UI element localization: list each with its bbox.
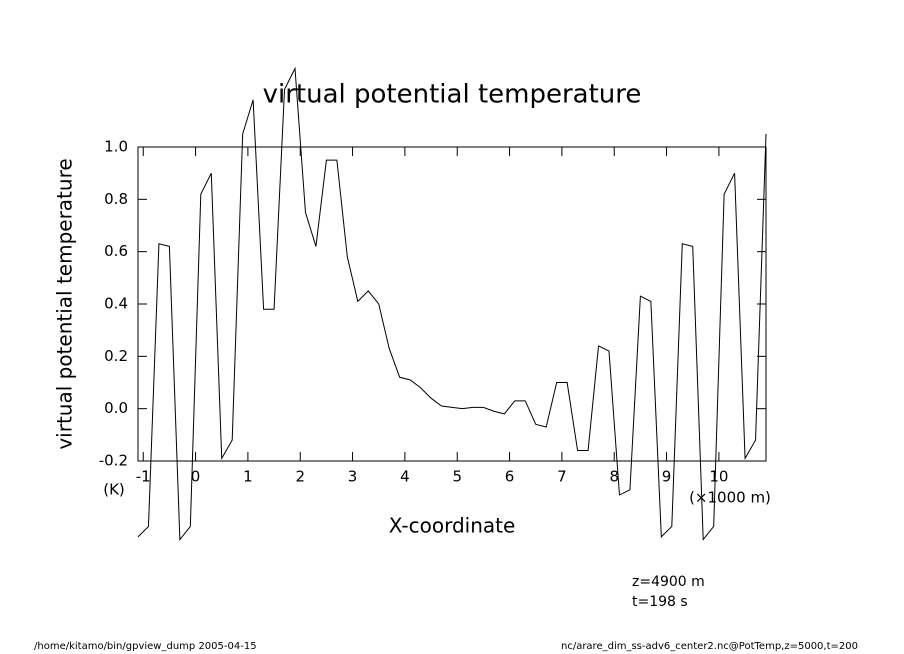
y-tick-label: 0.8 <box>104 190 128 208</box>
y-tick-label: -0.2 <box>99 452 128 470</box>
x-tick-label: 7 <box>557 468 567 486</box>
y-axis-label: virtual potential temperature <box>53 158 77 449</box>
x-tick-label: 0 <box>191 468 201 486</box>
y-tick-label: 0.6 <box>104 242 128 260</box>
footer-right: nc/arare_dim_ss-adv6_center2.nc@PotTemp,… <box>561 641 858 652</box>
x-tick-label: 1 <box>243 468 253 486</box>
y-tick-label: 0.0 <box>104 399 128 417</box>
x-tick-label: 5 <box>452 468 462 486</box>
x-tick-label: 10 <box>709 468 728 486</box>
x-tick-label: 4 <box>400 468 410 486</box>
x-axis-label: X-coordinate <box>389 514 516 538</box>
annotation: t=198 s <box>632 594 688 610</box>
x-tick-label: 8 <box>609 468 619 486</box>
y-tick-label: 1.0 <box>104 138 128 156</box>
x-tick-label: -1 <box>136 468 151 486</box>
plot-frame <box>137 146 767 462</box>
data-line <box>137 66 767 541</box>
footer-left: /home/kitamo/bin/gpview_dump 2005-04-15 <box>34 641 257 652</box>
x-tick-label: 9 <box>662 468 672 486</box>
x-tick-label: 3 <box>348 468 358 486</box>
y-tick-label: 0.4 <box>104 295 128 313</box>
x-tick-label: 2 <box>295 468 305 486</box>
x-unit: (×1000 m) <box>689 489 771 507</box>
chart-title: virtual potential temperature <box>263 80 642 110</box>
annotation: z=4900 m <box>632 574 705 590</box>
x-tick-label: 6 <box>505 468 515 486</box>
y-tick-label: 0.2 <box>104 347 128 365</box>
y-unit: (K) <box>103 481 125 499</box>
